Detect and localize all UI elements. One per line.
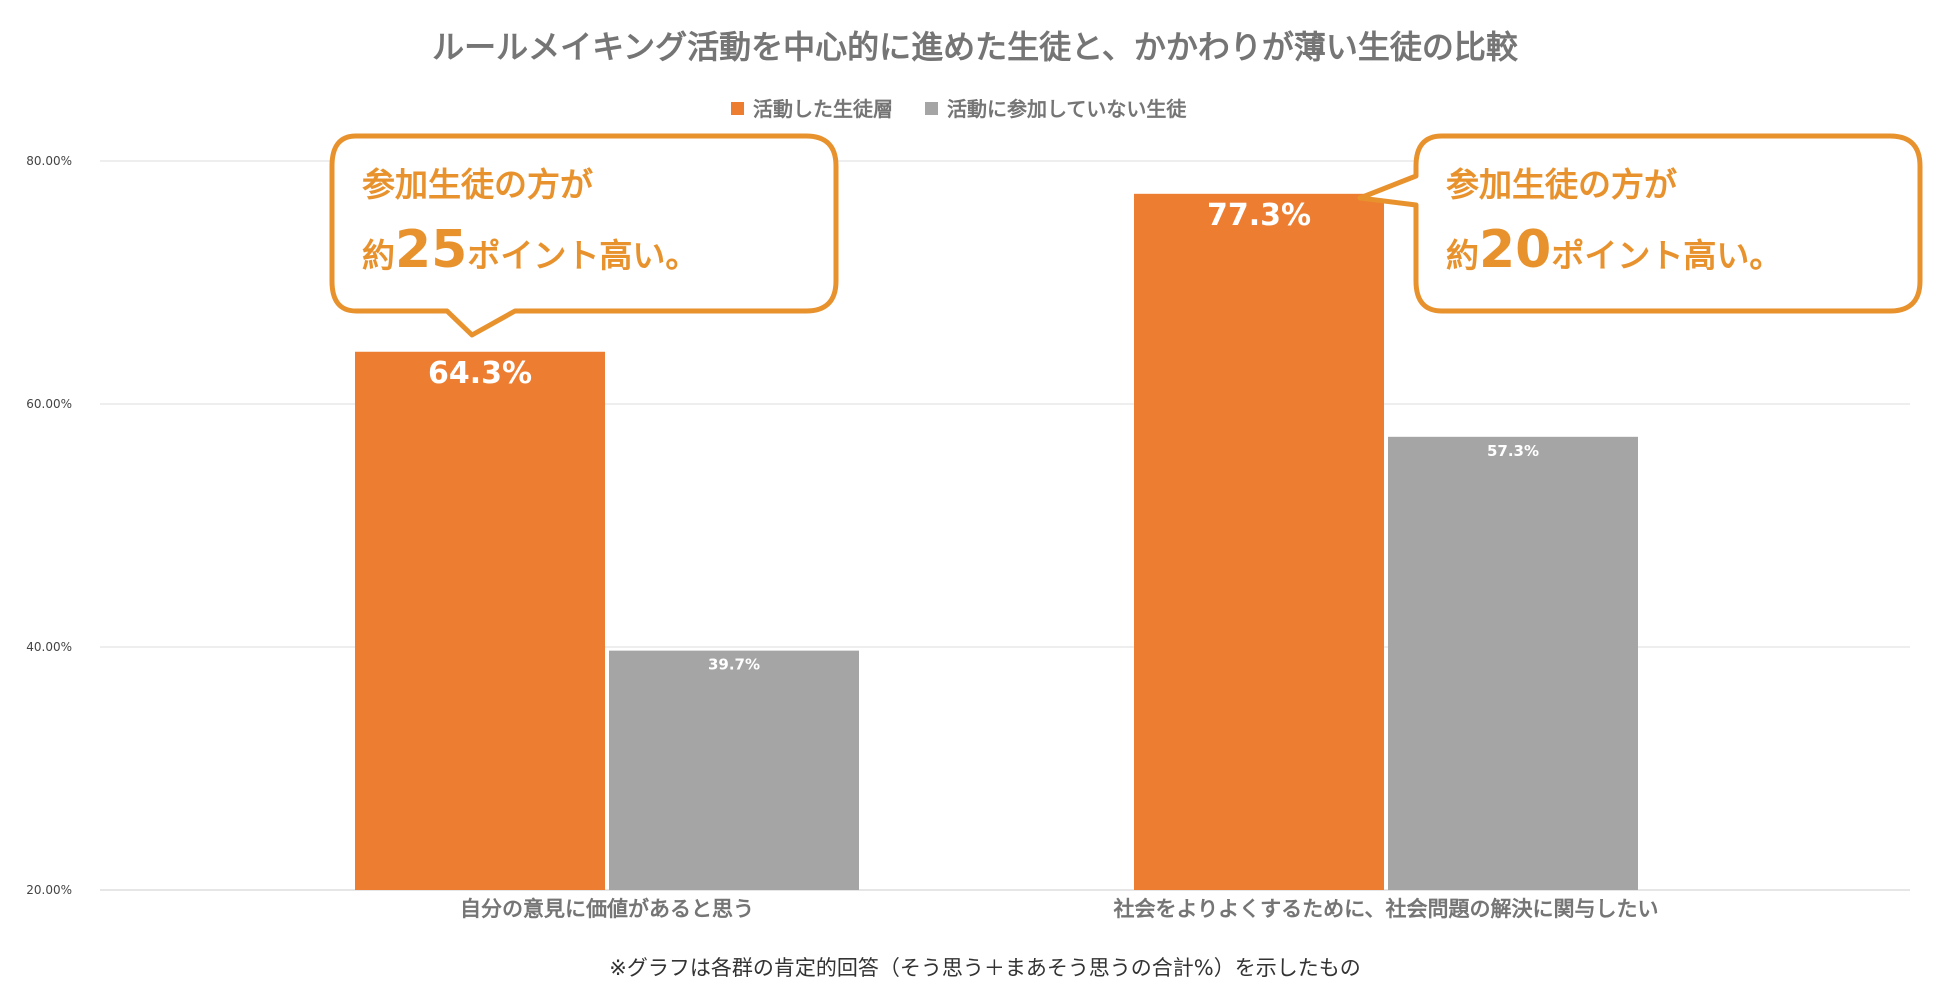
y-tick-label: 20.00%: [26, 883, 72, 897]
chart-title: ルールメイキング活動を中心的に進めた生徒と、かかわりが薄い生徒の比較: [432, 28, 1519, 66]
bar-inactive-2: [1388, 436, 1638, 890]
data-label-active-1: 64.3%: [428, 356, 532, 391]
x-category-label-2: 社会をよりよくするために、社会問題の解決に関与したい: [1113, 897, 1659, 921]
data-label-active-2: 77.3%: [1207, 198, 1311, 233]
bar-active-1: [355, 351, 605, 890]
callout-right-pre: 約: [1446, 236, 1479, 275]
y-tick-label: 60.00%: [26, 397, 72, 411]
data-labels: 64.3% 39.7% 77.3% 57.3%: [428, 198, 1539, 674]
legend: 活動した生徒層 活動に参加していない生徒: [731, 97, 1187, 121]
x-axis-categories: 自分の意見に価値があると思う 社会をよりよくするために、社会問題の解決に関与したい: [460, 897, 1658, 921]
bar-inactive-1: [609, 650, 859, 890]
callout-left-bubble: [329, 133, 839, 338]
callout-left-line2: 約25ポイント高い。: [362, 220, 698, 280]
callout-left-post: ポイント高い。: [467, 236, 698, 275]
callout-right-line2: 約20ポイント高い。: [1446, 220, 1782, 280]
callout-left-pre: 約: [362, 236, 395, 275]
y-tick-label: 80.00%: [26, 154, 72, 168]
callout-left-line1: 参加生徒の方が: [362, 165, 593, 204]
legend-label-active: 活動した生徒層: [753, 97, 893, 121]
legend-label-inactive: 活動に参加していない生徒: [947, 97, 1187, 121]
callout-right-bubble: [1357, 133, 1923, 314]
legend-swatch-active: [731, 102, 744, 115]
callout-left: 参加生徒の方が 約25ポイント高い。: [329, 133, 839, 338]
callout-right-number: 20: [1479, 220, 1551, 280]
bar-active-2: [1134, 193, 1384, 890]
data-label-inactive-2: 57.3%: [1487, 442, 1539, 460]
bars: [355, 193, 1638, 890]
y-tick-label: 40.00%: [26, 640, 72, 654]
x-category-label-1: 自分の意見に価値があると思う: [460, 897, 754, 921]
callout-right-post: ポイント高い。: [1551, 236, 1782, 275]
callout-right: 参加生徒の方が 約20ポイント高い。: [1357, 133, 1923, 314]
data-label-inactive-1: 39.7%: [708, 656, 760, 674]
callout-right-line1: 参加生徒の方が: [1446, 165, 1677, 204]
callout-left-number: 25: [395, 220, 467, 280]
legend-swatch-inactive: [925, 102, 938, 115]
y-axis-ticks: 20.00% 40.00% 60.00% 80.00%: [26, 154, 72, 897]
footnote: ※グラフは各群の肯定的回答（そう思う＋まあそう思うの合計%）を示したもの: [609, 956, 1361, 980]
